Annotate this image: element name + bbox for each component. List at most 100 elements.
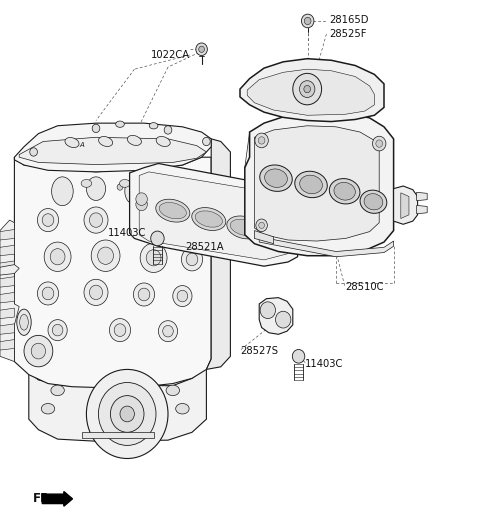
Circle shape bbox=[133, 210, 155, 233]
Circle shape bbox=[42, 287, 54, 300]
Circle shape bbox=[110, 396, 144, 432]
Circle shape bbox=[300, 81, 315, 97]
Polygon shape bbox=[19, 137, 206, 165]
Circle shape bbox=[48, 320, 67, 341]
Circle shape bbox=[84, 279, 108, 305]
Circle shape bbox=[189, 192, 195, 198]
Circle shape bbox=[276, 311, 291, 328]
Ellipse shape bbox=[116, 121, 124, 127]
Ellipse shape bbox=[156, 199, 190, 222]
Circle shape bbox=[52, 324, 63, 336]
Ellipse shape bbox=[176, 403, 189, 414]
Circle shape bbox=[286, 233, 298, 245]
Text: 11403C: 11403C bbox=[108, 228, 146, 238]
Text: 1022CA: 1022CA bbox=[150, 50, 190, 60]
Circle shape bbox=[136, 193, 147, 205]
Circle shape bbox=[177, 290, 188, 302]
Ellipse shape bbox=[81, 179, 92, 188]
Circle shape bbox=[199, 46, 204, 52]
Circle shape bbox=[37, 209, 59, 232]
Ellipse shape bbox=[51, 385, 64, 396]
Circle shape bbox=[156, 187, 161, 193]
Circle shape bbox=[50, 249, 65, 265]
Circle shape bbox=[114, 324, 126, 336]
Circle shape bbox=[304, 17, 311, 25]
Polygon shape bbox=[0, 324, 14, 334]
Polygon shape bbox=[0, 261, 14, 271]
Text: 28525F: 28525F bbox=[329, 29, 366, 39]
Circle shape bbox=[151, 231, 164, 246]
Polygon shape bbox=[0, 277, 14, 287]
Circle shape bbox=[98, 247, 113, 264]
Circle shape bbox=[259, 222, 264, 228]
Polygon shape bbox=[247, 69, 374, 115]
FancyArrow shape bbox=[42, 492, 72, 506]
Circle shape bbox=[158, 321, 178, 342]
Text: 28527S: 28527S bbox=[240, 346, 278, 356]
Ellipse shape bbox=[166, 385, 180, 396]
Circle shape bbox=[177, 217, 188, 228]
Circle shape bbox=[44, 242, 71, 271]
Polygon shape bbox=[417, 192, 427, 201]
Polygon shape bbox=[417, 205, 427, 214]
Circle shape bbox=[292, 350, 305, 363]
Circle shape bbox=[138, 288, 150, 301]
Circle shape bbox=[293, 73, 322, 105]
Circle shape bbox=[42, 214, 54, 226]
Circle shape bbox=[92, 124, 100, 133]
Ellipse shape bbox=[295, 171, 327, 198]
Polygon shape bbox=[394, 186, 418, 224]
Polygon shape bbox=[29, 367, 206, 441]
Ellipse shape bbox=[17, 309, 31, 335]
Ellipse shape bbox=[227, 216, 261, 239]
Polygon shape bbox=[0, 340, 14, 350]
Circle shape bbox=[260, 302, 276, 319]
Circle shape bbox=[84, 207, 108, 233]
Circle shape bbox=[37, 282, 59, 305]
Ellipse shape bbox=[164, 182, 181, 206]
Circle shape bbox=[89, 285, 103, 300]
Polygon shape bbox=[206, 139, 230, 369]
Polygon shape bbox=[0, 220, 19, 362]
Ellipse shape bbox=[163, 182, 173, 190]
Ellipse shape bbox=[230, 219, 257, 236]
Polygon shape bbox=[259, 298, 293, 334]
Circle shape bbox=[91, 240, 120, 271]
Circle shape bbox=[173, 286, 192, 307]
Circle shape bbox=[24, 335, 53, 367]
Ellipse shape bbox=[52, 177, 73, 206]
Circle shape bbox=[256, 219, 267, 232]
Circle shape bbox=[163, 325, 173, 337]
Circle shape bbox=[301, 14, 314, 28]
Circle shape bbox=[138, 215, 150, 227]
Circle shape bbox=[304, 85, 311, 93]
Polygon shape bbox=[0, 230, 14, 240]
Circle shape bbox=[98, 383, 156, 445]
Circle shape bbox=[30, 148, 37, 156]
Polygon shape bbox=[0, 308, 14, 319]
Ellipse shape bbox=[20, 314, 28, 330]
Circle shape bbox=[376, 140, 383, 147]
Circle shape bbox=[258, 137, 265, 144]
Polygon shape bbox=[245, 111, 394, 256]
Circle shape bbox=[89, 213, 103, 227]
Circle shape bbox=[120, 406, 134, 422]
Ellipse shape bbox=[300, 175, 323, 194]
Circle shape bbox=[186, 253, 198, 266]
Circle shape bbox=[86, 369, 168, 458]
Ellipse shape bbox=[86, 177, 106, 201]
Circle shape bbox=[146, 250, 161, 266]
Ellipse shape bbox=[156, 136, 170, 147]
Circle shape bbox=[31, 343, 46, 359]
Polygon shape bbox=[139, 172, 288, 260]
Ellipse shape bbox=[149, 123, 158, 129]
Ellipse shape bbox=[360, 190, 387, 213]
Ellipse shape bbox=[98, 136, 113, 147]
Circle shape bbox=[133, 283, 155, 306]
Ellipse shape bbox=[195, 211, 222, 227]
Polygon shape bbox=[0, 265, 19, 275]
Circle shape bbox=[117, 184, 123, 190]
Text: 28521A: 28521A bbox=[185, 242, 223, 253]
Polygon shape bbox=[82, 432, 154, 438]
Circle shape bbox=[109, 319, 131, 342]
